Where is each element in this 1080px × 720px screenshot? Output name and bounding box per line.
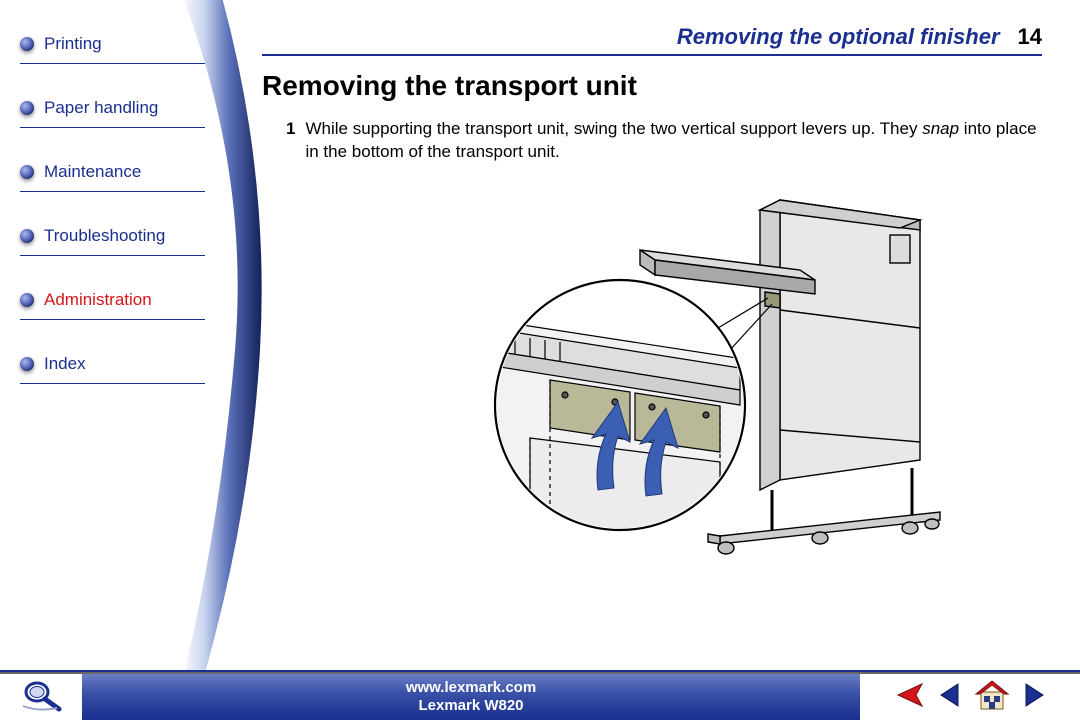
step-text-part1: While supporting the transport unit, swi… xyxy=(305,119,922,138)
next-page-icon[interactable] xyxy=(1024,682,1046,713)
navigation-sidebar: Printing Paper handling Maintenance Trou… xyxy=(20,30,205,414)
sidebar-rule xyxy=(20,191,205,192)
sidebar-item-troubleshooting[interactable]: Troubleshooting xyxy=(20,222,205,286)
bullet-icon xyxy=(20,101,34,115)
sidebar-item-administration[interactable]: Administration xyxy=(20,286,205,350)
sidebar-rule xyxy=(20,127,205,128)
sidebar-rule xyxy=(20,383,205,384)
home-icon[interactable] xyxy=(974,679,1010,716)
section-header-title: Removing the optional finisher xyxy=(677,24,1000,50)
sidebar-item-label: Administration xyxy=(44,290,152,310)
main-content: Removing the transport unit 1 While supp… xyxy=(262,70,1042,164)
sidebar-item-label: Maintenance xyxy=(44,162,141,182)
step-text: While supporting the transport unit, swi… xyxy=(305,118,1042,164)
sidebar-item-label: Troubleshooting xyxy=(44,226,165,246)
sidebar-item-label: Paper handling xyxy=(44,98,158,118)
page-number: 14 xyxy=(1018,24,1042,50)
footer-search-area xyxy=(0,672,82,720)
sidebar-item-label: Index xyxy=(44,354,86,374)
instruction-step: 1 While supporting the transport unit, s… xyxy=(262,118,1042,164)
sidebar-rule xyxy=(20,63,205,64)
sidebar-item-printing[interactable]: Printing xyxy=(20,30,205,94)
footer-url[interactable]: www.lexmark.com xyxy=(406,679,536,697)
bullet-icon xyxy=(20,165,34,179)
bullet-icon xyxy=(20,357,34,371)
bullet-icon xyxy=(20,293,34,307)
back-arrow-icon[interactable] xyxy=(894,682,924,713)
technical-diagram xyxy=(420,180,950,560)
footer-bar: www.lexmark.com Lexmark W820 xyxy=(0,672,1080,720)
sidebar-item-index[interactable]: Index xyxy=(20,350,205,414)
sidebar-item-paper-handling[interactable]: Paper handling xyxy=(20,94,205,158)
step-text-emphasis: snap xyxy=(922,119,959,138)
prev-page-icon[interactable] xyxy=(938,682,960,713)
footer-product: Lexmark W820 xyxy=(418,697,523,715)
step-number: 1 xyxy=(286,118,295,164)
footer-nav-controls xyxy=(860,672,1080,720)
sidebar-rule xyxy=(20,319,205,320)
sidebar-item-maintenance[interactable]: Maintenance xyxy=(20,158,205,222)
sidebar-rule xyxy=(20,255,205,256)
header-rule xyxy=(262,54,1042,56)
bullet-icon xyxy=(20,37,34,51)
magnifier-icon[interactable] xyxy=(19,678,63,717)
bullet-icon xyxy=(20,229,34,243)
sidebar-item-label: Printing xyxy=(44,34,102,54)
page-title: Removing the transport unit xyxy=(262,70,1042,102)
footer-center: www.lexmark.com Lexmark W820 xyxy=(82,672,860,720)
